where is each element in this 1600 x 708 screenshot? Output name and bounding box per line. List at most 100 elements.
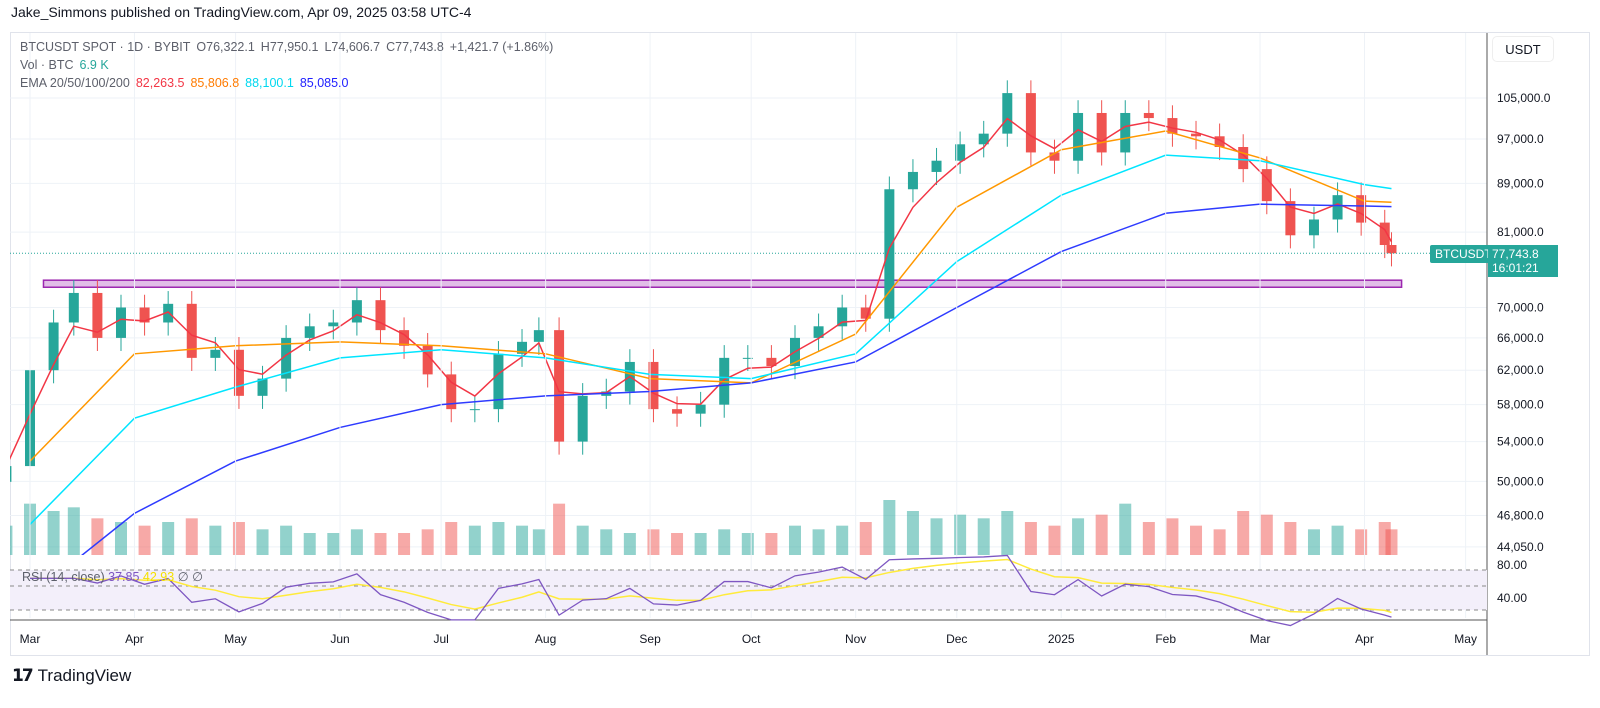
rsi-value: 37.85 xyxy=(108,570,140,584)
x-tick-label: Aug xyxy=(535,632,556,646)
chart-frame xyxy=(10,32,1590,656)
candle-body xyxy=(1356,195,1367,223)
volume-bar xyxy=(10,525,13,555)
volume-bar xyxy=(516,525,529,555)
candle-body xyxy=(469,409,480,411)
volume-bar xyxy=(1284,522,1297,555)
rsi-tick-label: 80.00 xyxy=(1497,558,1527,572)
volume-bar xyxy=(977,518,990,555)
volume-bar xyxy=(1331,525,1344,555)
volume-bar xyxy=(765,533,778,555)
candle-body xyxy=(399,330,410,346)
candle-body xyxy=(884,189,895,319)
bar-countdown: 16:01:21 xyxy=(1492,261,1539,275)
volume-bar xyxy=(468,525,481,555)
footer-brand[interactable]: 𝟭𝟳 TradingView xyxy=(12,666,131,686)
x-tick-label: Nov xyxy=(845,632,866,646)
volume-bar xyxy=(788,525,801,555)
candle-body xyxy=(233,349,244,396)
y-tick-label: 44,050.0 xyxy=(1497,540,1544,554)
volume-bar xyxy=(1307,529,1320,555)
candle-body xyxy=(257,378,268,396)
x-tick-label: Dec xyxy=(946,632,967,646)
volume-bar xyxy=(553,503,566,555)
candle-body xyxy=(1143,112,1154,119)
volume-bar xyxy=(138,525,151,555)
volume-bar xyxy=(350,529,363,555)
volume-bar xyxy=(209,525,222,555)
candle-body xyxy=(1002,93,1013,134)
volume-bar xyxy=(930,518,943,555)
x-tick-label: 2025 xyxy=(1048,632,1075,646)
brand-name: TradingView xyxy=(37,666,132,685)
candle-body xyxy=(351,300,362,323)
volume-label[interactable]: Vol · BTC xyxy=(20,58,74,72)
ema50-line xyxy=(29,130,1392,462)
candle-body xyxy=(163,303,174,323)
candle-body xyxy=(304,326,315,338)
volume-bar xyxy=(623,533,636,555)
volume-bar xyxy=(532,529,545,555)
volume-bar xyxy=(421,529,434,555)
candle-body xyxy=(1191,133,1202,137)
candle-body xyxy=(92,292,103,338)
candle-body xyxy=(10,466,12,482)
candle-body xyxy=(210,349,221,358)
symbol-label[interactable]: BTCUSDT SPOT · 1D · BYBIT xyxy=(20,40,191,54)
volume-bar xyxy=(327,533,340,555)
candle-body xyxy=(1025,93,1036,153)
x-tick-label: Sep xyxy=(639,632,661,646)
candle-body xyxy=(554,330,565,442)
volume-bar xyxy=(1213,529,1226,555)
candle-body xyxy=(978,133,989,145)
last-price: 77,743.8 xyxy=(1492,247,1539,261)
x-tick-label: Feb xyxy=(1155,632,1176,646)
candle-body xyxy=(533,330,544,342)
x-tick-label: Jul xyxy=(433,632,448,646)
candle-body xyxy=(375,300,386,331)
volume-bar xyxy=(445,522,458,555)
ema20-value: 82,263.5 xyxy=(135,76,185,90)
candle-body xyxy=(1167,118,1178,134)
candle-body xyxy=(493,353,504,410)
volume-bar xyxy=(812,529,825,555)
volume-bar xyxy=(954,514,967,555)
candle-body xyxy=(1332,195,1343,220)
candle-body xyxy=(1285,201,1296,236)
x-tick-label: Apr xyxy=(1355,632,1374,646)
candle-body xyxy=(422,345,433,375)
x-tick-label: May xyxy=(1454,632,1477,646)
volume-bar xyxy=(647,529,660,555)
volume-bar xyxy=(718,529,731,555)
candle-body xyxy=(1096,112,1107,153)
volume-bar xyxy=(162,522,175,555)
ema-label[interactable]: EMA 20/50/100/200 xyxy=(20,76,130,90)
ema50-value: 85,806.8 xyxy=(190,76,240,90)
volume-bar xyxy=(883,500,896,555)
candle-body xyxy=(1120,112,1131,153)
currency-button[interactable]: USDT xyxy=(1492,36,1554,62)
candle-body xyxy=(672,409,683,414)
rsi-tick-label: 40.00 xyxy=(1497,591,1527,605)
volume-bar xyxy=(1095,514,1108,555)
volume-bar xyxy=(398,533,411,555)
chart-legend: BTCUSDT SPOT · 1D · BYBIT O76,322.1 H77,95… xyxy=(20,38,559,92)
candle-body xyxy=(577,395,588,442)
high-value: H77,950.1 xyxy=(260,40,319,54)
y-tick-label: 81,000.0 xyxy=(1497,225,1544,239)
y-tick-label: 66,000.0 xyxy=(1497,331,1544,345)
candle-body xyxy=(68,292,79,323)
ema20-line xyxy=(10,117,1393,460)
volume-bar xyxy=(600,529,613,555)
y-tick-label: 105,000.0 xyxy=(1497,91,1551,105)
volume-bar xyxy=(671,533,684,555)
rsi-label[interactable]: RSI (14, close) xyxy=(22,570,105,584)
volume-bar xyxy=(114,522,127,555)
symbol-price-tag: BTCUSDT xyxy=(1430,245,1497,263)
candle-body xyxy=(931,160,942,172)
volume-bar xyxy=(1385,529,1398,555)
rsi-line xyxy=(30,554,1392,627)
candle-body xyxy=(139,307,150,323)
volume-bar xyxy=(492,522,505,555)
